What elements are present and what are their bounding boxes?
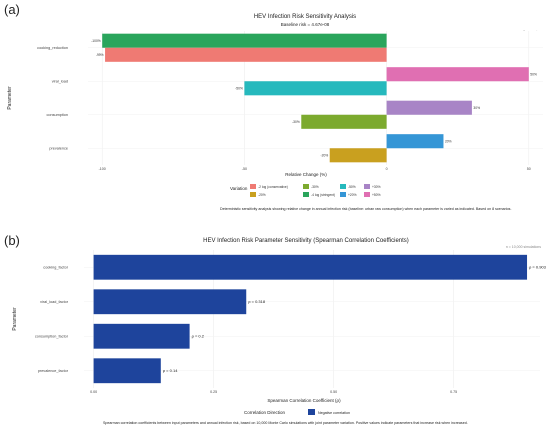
panel-b-legend-swatch: [308, 409, 315, 415]
panel-a-data-label: -99%: [96, 53, 104, 57]
panel-a-category-label: prevalence: [49, 147, 68, 151]
panel-b-category-label: viral_load_factor: [40, 300, 69, 304]
panel-a-data-label: -20%: [321, 153, 329, 157]
panel-a-legend-items: -2 log (conservative) -30% -50% +30% -20% -4 …: [250, 184, 381, 197]
panel-b-category-labels: cooking_factor viral_load_factor consumpti…: [35, 266, 69, 374]
panel-a-legend-label: -2 log (conservative): [258, 185, 288, 189]
panel-a-legend-swatch: [303, 192, 309, 197]
panel-a-category-label: consumption: [46, 113, 68, 117]
panel-a-legend-swatch: [364, 192, 370, 197]
panel-b-category-label: consumption_factor: [35, 335, 69, 339]
panel-a-y-axis-label: Parameter: [7, 86, 13, 110]
panel-a-x-tick-label: -100: [99, 167, 106, 171]
panel-a-bars: -100% -99% 50% -50% 30% -30% 20% -20%: [91, 33, 537, 163]
panel-b-bar: [93, 254, 528, 280]
panel-b-category-label: cooking_factor: [43, 266, 68, 270]
panel-b-corner-note: n = 10,000 simulations: [506, 245, 541, 249]
panel-a-data-label: 30%: [473, 106, 480, 110]
panel-a-title: HEV Infection Risk Sensitivity Analysis: [254, 14, 356, 20]
panel-a-legend-swatch: [303, 184, 309, 189]
panel-b-y-axis-label: Parameter: [12, 307, 18, 331]
panel-a-legend-label: -20%: [258, 193, 266, 197]
panel-a-x-tick-label: 0: [386, 167, 388, 171]
panel-a-bar: [386, 134, 444, 149]
panel-a-bar: [244, 81, 387, 96]
panel-b-x-tick-label: 0.50: [330, 390, 337, 394]
panel-a-legend-title: Variation: [230, 186, 248, 191]
panel-b-data-label: ρ = 0.2: [192, 334, 205, 339]
panel-b: (b) HEV Infection Risk Parameter Sensiti…: [4, 233, 547, 425]
panel-a-category-label: cooking_reduction: [37, 46, 68, 50]
panel-a-legend-swatch: [340, 184, 346, 189]
panel-a-bar: [386, 100, 472, 115]
panel-b-data-label: ρ = 0.903: [529, 265, 547, 270]
panel-b-x-tick-label: 0.00: [90, 390, 97, 394]
panel-a-bar: [301, 114, 387, 129]
panel-a-x-tick-label: 50: [527, 167, 531, 171]
panel-a-data-label: -100%: [91, 39, 101, 43]
panel-b-bar: [93, 323, 190, 349]
panel-a-legend-swatch: [250, 184, 256, 189]
panel-a-legend-label: -50%: [348, 185, 356, 189]
panel-b-legend-title: Correlation Direction: [244, 410, 286, 415]
panel-a-x-tick-label: -50: [242, 167, 247, 171]
panel-a: (a) HEV Infection Risk Sensitivity Analy…: [4, 2, 543, 211]
panel-b-category-label: prevalence_factor: [38, 369, 69, 373]
panel-b-legend: Correlation Direction Negative correlati…: [244, 409, 350, 415]
panel-b-title: HEV Infection Risk Parameter Sensitivity…: [203, 238, 409, 244]
panel-b-x-tick-label: 0.25: [210, 390, 217, 394]
panel-a-label: (a): [4, 2, 20, 17]
panel-a-legend-swatch: [250, 192, 256, 197]
panel-b-data-label: ρ = 0.14: [163, 368, 178, 373]
panel-b-bar: [93, 289, 247, 315]
panel-a-legend-label: +30%: [372, 185, 381, 189]
panel-a-legend: Variation -2 log (conservative) -30% -50% +…: [230, 184, 381, 197]
panel-b-x-tick-labels: 0.00 0.25 0.50 0.75: [90, 390, 457, 394]
panel-a-data-label: -30%: [292, 120, 300, 124]
panel-a-data-label: 50%: [530, 72, 537, 76]
panel-b-bars: ρ = 0.903 ρ = 0.318 ρ = 0.2 ρ = 0.14: [93, 254, 547, 384]
panel-a-data-label: -50%: [235, 86, 243, 90]
panel-b-label: (b): [4, 233, 20, 248]
panel-b-legend-label: Negative correlation: [318, 411, 350, 415]
panel-a-legend-label: +20%: [348, 193, 357, 197]
panel-b-x-tick-label: 0.75: [450, 390, 457, 394]
panel-a-caption: Deterministic sensitivity analysis showi…: [220, 207, 511, 211]
panel-b-caption: Spearman correlation coefficients betwee…: [103, 421, 468, 425]
panel-a-legend-swatch: [364, 184, 370, 189]
panel-a-legend-label: -30%: [311, 185, 319, 189]
panel-a-data-label: 20%: [445, 139, 452, 143]
panel-a-category-label: viral_load: [52, 80, 68, 84]
panel-b-bar: [93, 358, 161, 384]
panel-a-bar: [386, 67, 529, 82]
panel-a-bar: [105, 47, 387, 62]
panel-a-category-labels: cooking_reduction viral_load consumption pr…: [37, 46, 68, 151]
panel-a-bar: [102, 33, 387, 48]
panel-b-x-axis-label: Spearman Correlation Coefficient (ρ): [267, 398, 341, 403]
panel-b-data-label: ρ = 0.318: [248, 299, 266, 304]
panel-a-legend-label: +50%: [372, 193, 381, 197]
panel-a-x-tick-labels: -100 -50 0 50: [99, 167, 531, 171]
panel-a-x-axis-label: Relative Change (%): [285, 172, 327, 177]
panel-a-bar: [329, 148, 387, 163]
panel-a-subtitle: Baseline risk = 4.67e-08: [281, 22, 330, 27]
panel-a-legend-label: -4 log (stringent): [311, 193, 335, 197]
panel-a-legend-swatch: [340, 192, 346, 197]
